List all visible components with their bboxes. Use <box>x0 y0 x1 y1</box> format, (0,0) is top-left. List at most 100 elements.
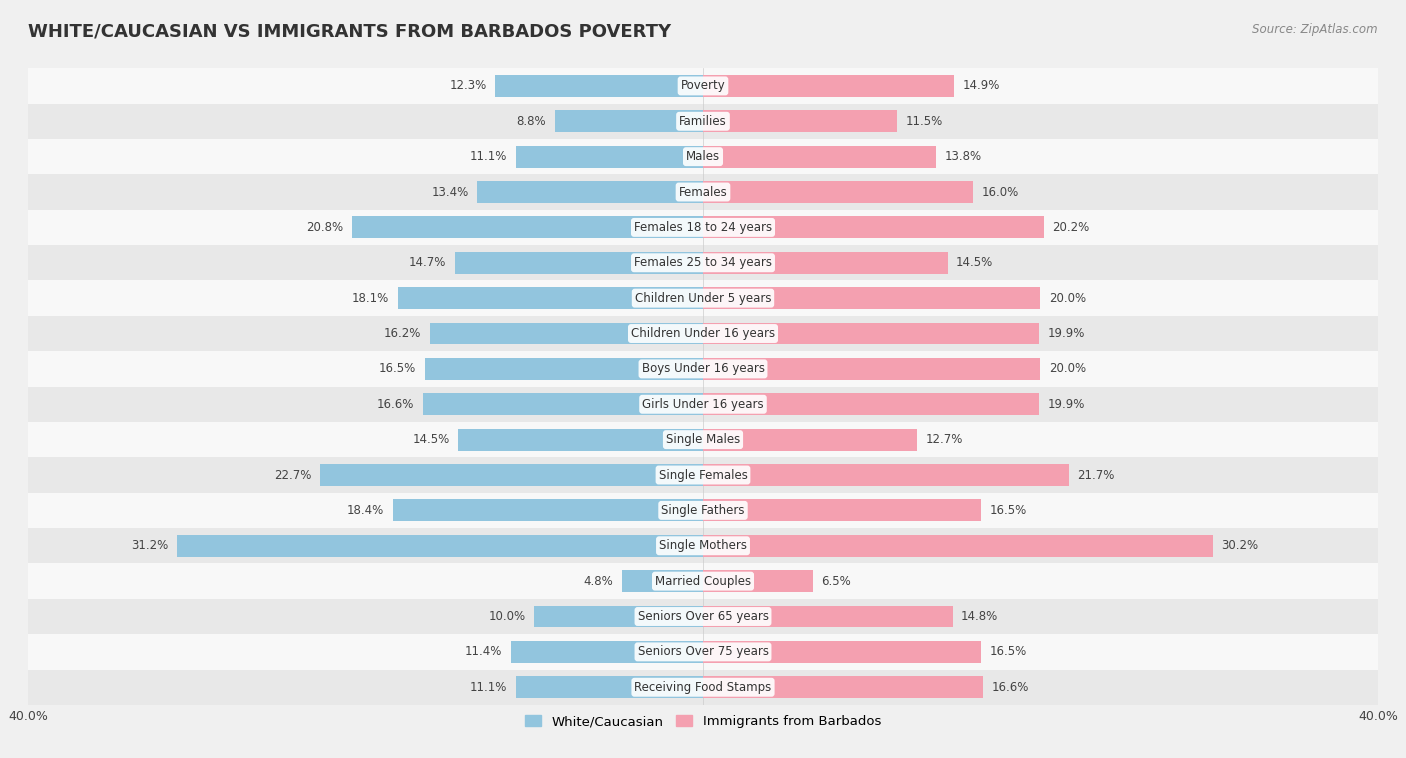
Bar <box>28 174 1378 210</box>
Bar <box>703 429 917 450</box>
Bar <box>423 393 703 415</box>
Bar <box>703 252 948 274</box>
Text: 21.7%: 21.7% <box>1077 468 1115 481</box>
Bar <box>456 252 703 274</box>
Bar <box>28 422 1378 457</box>
Bar <box>28 669 1378 705</box>
Text: Seniors Over 65 years: Seniors Over 65 years <box>637 610 769 623</box>
Bar <box>28 245 1378 280</box>
Bar <box>28 68 1378 104</box>
Text: Receiving Food Stamps: Receiving Food Stamps <box>634 681 772 694</box>
Text: Children Under 16 years: Children Under 16 years <box>631 327 775 340</box>
Text: WHITE/CAUCASIAN VS IMMIGRANTS FROM BARBADOS POVERTY: WHITE/CAUCASIAN VS IMMIGRANTS FROM BARBA… <box>28 23 671 41</box>
Bar <box>703 181 973 203</box>
Text: 16.6%: 16.6% <box>377 398 415 411</box>
Bar <box>28 104 1378 139</box>
Bar <box>703 111 897 132</box>
Bar <box>28 351 1378 387</box>
Text: 31.2%: 31.2% <box>131 539 169 553</box>
Text: Married Couples: Married Couples <box>655 575 751 587</box>
Bar <box>425 358 703 380</box>
Text: 14.5%: 14.5% <box>413 433 450 446</box>
Text: 8.8%: 8.8% <box>516 114 546 128</box>
Text: 11.1%: 11.1% <box>470 681 508 694</box>
Bar <box>28 280 1378 316</box>
Bar <box>28 599 1378 634</box>
Bar <box>703 358 1040 380</box>
Bar <box>516 676 703 698</box>
Text: Single Fathers: Single Fathers <box>661 504 745 517</box>
Bar <box>28 563 1378 599</box>
Bar <box>398 287 703 309</box>
Bar <box>703 393 1039 415</box>
Bar <box>703 217 1043 238</box>
Text: Females 18 to 24 years: Females 18 to 24 years <box>634 221 772 234</box>
Text: 11.5%: 11.5% <box>905 114 942 128</box>
Bar <box>703 464 1069 486</box>
Bar <box>703 641 981 662</box>
Text: Females: Females <box>679 186 727 199</box>
Text: Girls Under 16 years: Girls Under 16 years <box>643 398 763 411</box>
Bar <box>477 181 703 203</box>
Text: Males: Males <box>686 150 720 163</box>
Text: 12.7%: 12.7% <box>925 433 963 446</box>
Bar <box>703 535 1212 556</box>
Bar <box>703 323 1039 344</box>
Bar <box>430 323 703 344</box>
Text: 20.2%: 20.2% <box>1052 221 1090 234</box>
Bar <box>495 75 703 97</box>
Text: 11.4%: 11.4% <box>465 645 502 659</box>
Text: 18.1%: 18.1% <box>352 292 389 305</box>
Text: 16.6%: 16.6% <box>991 681 1029 694</box>
Text: 16.2%: 16.2% <box>384 327 422 340</box>
Bar <box>703 146 936 168</box>
Text: 4.8%: 4.8% <box>583 575 613 587</box>
Bar <box>703 287 1040 309</box>
Text: 19.9%: 19.9% <box>1047 327 1084 340</box>
Bar <box>703 606 953 628</box>
Text: 11.1%: 11.1% <box>470 150 508 163</box>
Text: 6.5%: 6.5% <box>821 575 851 587</box>
Text: Single Females: Single Females <box>658 468 748 481</box>
Text: Single Males: Single Males <box>666 433 740 446</box>
Bar <box>703 676 983 698</box>
Text: 14.7%: 14.7% <box>409 256 447 269</box>
Text: Children Under 5 years: Children Under 5 years <box>634 292 772 305</box>
Bar <box>703 570 813 592</box>
Bar <box>510 641 703 662</box>
Bar <box>28 634 1378 669</box>
Text: 16.0%: 16.0% <box>981 186 1018 199</box>
Text: 22.7%: 22.7% <box>274 468 312 481</box>
Bar <box>28 387 1378 422</box>
Bar <box>703 75 955 97</box>
Bar <box>28 139 1378 174</box>
Text: 16.5%: 16.5% <box>380 362 416 375</box>
Text: Seniors Over 75 years: Seniors Over 75 years <box>637 645 769 659</box>
Text: 30.2%: 30.2% <box>1220 539 1258 553</box>
Legend: White/Caucasian, Immigrants from Barbados: White/Caucasian, Immigrants from Barbado… <box>520 709 886 733</box>
Text: 16.5%: 16.5% <box>990 645 1026 659</box>
Bar <box>554 111 703 132</box>
Text: 10.0%: 10.0% <box>489 610 526 623</box>
Bar <box>28 316 1378 351</box>
Text: 19.9%: 19.9% <box>1047 398 1084 411</box>
Bar <box>28 493 1378 528</box>
Text: Families: Families <box>679 114 727 128</box>
Bar <box>352 217 703 238</box>
Text: 14.5%: 14.5% <box>956 256 993 269</box>
Bar <box>534 606 703 628</box>
Bar <box>177 535 703 556</box>
Text: 13.4%: 13.4% <box>432 186 468 199</box>
Text: 16.5%: 16.5% <box>990 504 1026 517</box>
Bar <box>28 457 1378 493</box>
Text: Source: ZipAtlas.com: Source: ZipAtlas.com <box>1253 23 1378 36</box>
Text: 20.0%: 20.0% <box>1049 292 1085 305</box>
Text: 14.8%: 14.8% <box>962 610 998 623</box>
Text: Boys Under 16 years: Boys Under 16 years <box>641 362 765 375</box>
Text: 13.8%: 13.8% <box>945 150 981 163</box>
Bar <box>516 146 703 168</box>
Text: 20.8%: 20.8% <box>307 221 343 234</box>
Bar <box>28 528 1378 563</box>
Bar <box>458 429 703 450</box>
Text: 18.4%: 18.4% <box>347 504 384 517</box>
